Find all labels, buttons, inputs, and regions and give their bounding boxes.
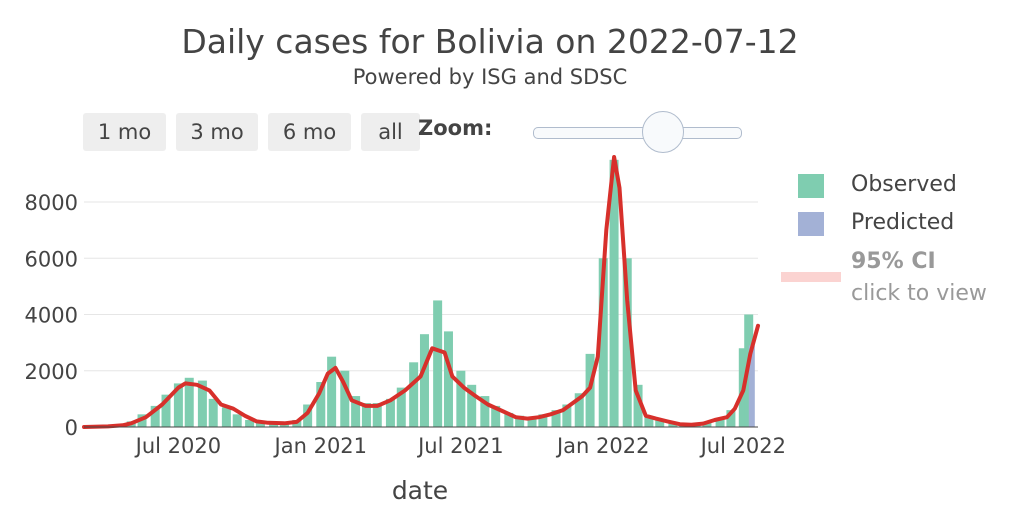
y-tick-label: 2000 — [25, 360, 78, 384]
predicted-bar — [748, 345, 755, 427]
observed-bar — [480, 396, 490, 427]
observed-bars — [90, 159, 754, 427]
chart-title: Daily cases for Bolivia on 2022-07-12 — [181, 22, 799, 61]
x-axis-label: date — [392, 476, 448, 505]
observed-bar — [726, 410, 736, 427]
y-tick-label: 8000 — [25, 191, 78, 215]
trend-line — [82, 155, 760, 429]
observed-bar — [655, 419, 665, 427]
observed-bar — [419, 334, 429, 427]
observed-bar — [351, 396, 361, 427]
observed-bar — [433, 300, 443, 427]
observed-bar — [396, 387, 406, 427]
legend-label-ci[interactable]: 95% CI — [851, 249, 936, 274]
observed-bar — [221, 407, 231, 427]
observed-bar — [269, 423, 279, 427]
observed-bar — [538, 414, 548, 427]
observed-bar — [527, 417, 537, 427]
observed-bar — [715, 418, 725, 427]
observed-bar — [491, 405, 501, 427]
y-axis-ticks: 0 2000 4000 6000 8000 — [25, 191, 78, 440]
observed-bar — [702, 422, 712, 427]
observed-bar — [255, 422, 265, 427]
zoom-label: Zoom: — [418, 116, 493, 140]
zoom-slider-track[interactable] — [533, 127, 742, 139]
range-button-3mo[interactable]: 3 mo — [176, 113, 258, 151]
observed-bar — [316, 382, 326, 427]
legend-label-predicted[interactable]: Predicted — [851, 210, 955, 235]
legend-swatch-predicted[interactable] — [798, 212, 824, 236]
range-button-all[interactable]: all — [361, 113, 420, 151]
observed-bar — [232, 414, 242, 427]
x-tick-label: Jul 2022 — [699, 434, 786, 458]
observed-bar — [644, 417, 654, 427]
chart-subtitle: Powered by ISG and SDSC — [352, 65, 628, 89]
observed-bar — [173, 383, 183, 427]
observed-bar — [622, 258, 632, 427]
observed-bar — [609, 159, 619, 427]
range-button-6mo[interactable]: 6 mo — [268, 113, 351, 151]
observed-bar — [598, 258, 608, 427]
observed-bar — [633, 384, 643, 427]
predicted-bars — [748, 345, 755, 427]
observed-bar — [467, 384, 477, 427]
observed-bar — [303, 404, 313, 427]
observed-bar — [327, 356, 337, 427]
y-tick-label: 0 — [65, 416, 78, 440]
legend-label-observed[interactable]: Observed — [851, 172, 957, 197]
x-tick-label: Jul 2021 — [416, 434, 503, 458]
observed-bar — [443, 331, 453, 427]
legend-ci-hint[interactable]: click to view — [851, 281, 987, 306]
observed-bar — [409, 362, 419, 427]
observed-bar — [208, 398, 218, 427]
observed-bar — [515, 415, 525, 427]
trend-line-path — [82, 155, 760, 429]
x-axis-ticks: Jul 2020 Jan 2021 Jul 2021 Jan 2022 Jul 2022 — [134, 434, 786, 458]
observed-bar — [574, 393, 584, 427]
observed-bar — [456, 370, 466, 427]
legend-swatch-observed[interactable] — [798, 174, 824, 198]
observed-bar — [184, 377, 194, 427]
observed-bar — [372, 403, 382, 427]
y-tick-label: 6000 — [25, 247, 78, 271]
observed-bar — [385, 398, 395, 427]
observed-bar — [340, 370, 350, 427]
observed-bar — [551, 410, 561, 427]
observed-bar — [150, 405, 160, 427]
observed-bar — [668, 422, 678, 427]
observed-bar — [361, 403, 371, 427]
range-button-1mo[interactable]: 1 mo — [83, 113, 166, 151]
zoom-slider-knob[interactable] — [642, 111, 684, 153]
y-tick-label: 4000 — [25, 304, 78, 328]
legend-swatch-ci[interactable] — [781, 272, 841, 282]
observed-bar — [161, 394, 171, 427]
x-tick-label: Jul 2020 — [134, 434, 221, 458]
x-tick-label: Jan 2021 — [273, 434, 368, 458]
observed-bar — [245, 419, 255, 427]
x-tick-label: Jan 2022 — [555, 434, 650, 458]
observed-bar — [562, 404, 572, 427]
observed-bar — [197, 380, 207, 427]
observed-bar — [504, 412, 514, 427]
